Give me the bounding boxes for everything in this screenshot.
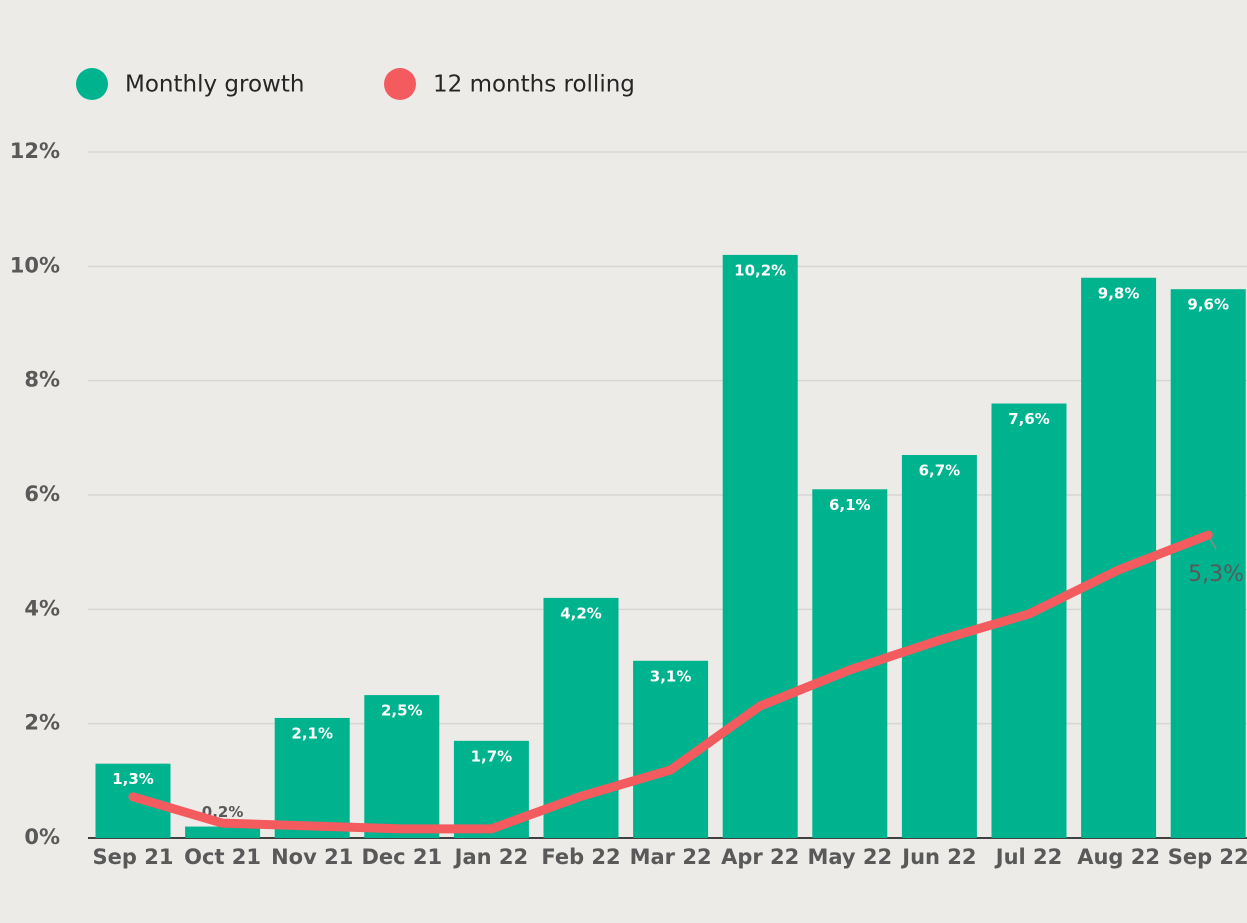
data-label: 3,1%: [650, 667, 692, 685]
y-tick-label: 8%: [24, 368, 60, 392]
x-tick-label: Oct 21: [184, 845, 261, 869]
legend-marker: [384, 68, 416, 100]
bar: [364, 695, 440, 838]
x-tick-label: Mar 22: [630, 845, 712, 869]
line: [128, 530, 1213, 834]
y-tick-label: 10%: [10, 253, 60, 277]
y-tick-label: 2%: [24, 711, 60, 735]
bar: [1170, 289, 1246, 838]
x-tick-label: Sep 21: [93, 845, 174, 869]
data-label: 1,7%: [471, 747, 513, 765]
y-tick-label: 4%: [24, 596, 60, 620]
data-label: 7,6%: [1008, 410, 1050, 428]
legend-label: 12 months rolling: [433, 72, 635, 98]
x-tick-label: Nov 21: [271, 845, 353, 869]
x-tick-label: Sep 22: [1168, 845, 1247, 869]
data-label: 4,2%: [560, 604, 602, 622]
x-tick-label: Apr 22: [721, 845, 799, 869]
data-label: 9,6%: [1187, 296, 1229, 314]
bar: [722, 254, 798, 838]
data-label: 9,8%: [1098, 284, 1140, 302]
data-label: 1,3%: [112, 770, 154, 788]
y-tick-label: 12%: [10, 139, 60, 163]
x-tick-label: Jan 22: [453, 845, 528, 869]
x-tick-label: Dec 21: [361, 845, 442, 869]
y-tick-label: 6%: [24, 482, 60, 506]
bar: [274, 717, 350, 838]
x-tick-label: Jun 22: [900, 845, 976, 869]
x-tick-label: Jul 22: [994, 845, 1063, 869]
x-tick-label: Feb 22: [541, 845, 620, 869]
data-label: 6,7%: [919, 461, 961, 479]
leader-line: [1209, 538, 1217, 550]
x-tick-label: Aug 22: [1077, 845, 1160, 869]
legend-label: Monthly growth: [125, 72, 304, 98]
y-tick-label: 0%: [24, 825, 60, 849]
data-label: 6,1%: [829, 496, 871, 514]
data-label: 2,1%: [291, 724, 333, 742]
data-label: 2,5%: [381, 702, 423, 720]
bar: [185, 826, 261, 838]
data-label: 5,3%: [1188, 562, 1244, 587]
data-label: 10,2%: [734, 261, 786, 279]
legend-marker: [76, 68, 108, 100]
x-tick-label: May 22: [807, 845, 892, 869]
